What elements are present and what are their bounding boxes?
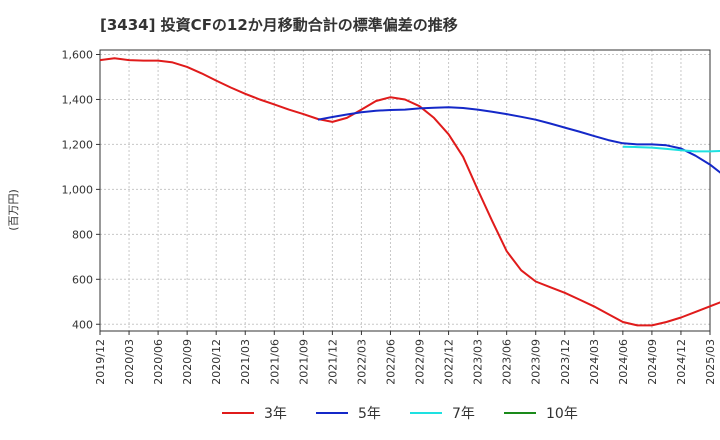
legend: 3年 5年 7年 10年	[222, 406, 578, 422]
series-lines	[99, 57, 720, 327]
y-tick-label: 1,000	[62, 183, 94, 196]
y-tick-label: 800	[72, 228, 93, 241]
x-tick-label: 2021/06	[268, 339, 281, 385]
x-tick-label: 2022/12	[443, 339, 456, 385]
x-tick-label: 2021/03	[239, 339, 252, 385]
grid-lines	[100, 50, 710, 331]
x-tick-label: 2020/12	[210, 339, 223, 385]
x-tick-label: 2024/12	[675, 339, 688, 385]
y-tick-label: 1,600	[62, 48, 94, 61]
x-tick-label: 2021/09	[297, 339, 310, 385]
legend-label: 5年	[358, 406, 381, 422]
series-line-1	[99, 57, 720, 327]
legend-label: 3年	[264, 406, 287, 422]
y-axis-ticks: 400 600 800 1,000 1,200 1,400 1,600	[62, 48, 100, 331]
legend-label: 10年	[546, 406, 578, 422]
x-tick-label: 2020/03	[123, 339, 136, 385]
y-tick-label: 600	[72, 273, 93, 286]
x-tick-label: 2019/12	[94, 339, 107, 385]
x-tick-label: 2021/12	[326, 339, 339, 385]
legend-label: 7年	[452, 406, 475, 422]
y-tick-label: 1,200	[62, 138, 94, 151]
x-tick-label: 2023/06	[501, 339, 514, 385]
x-tick-label: 2022/09	[414, 339, 427, 385]
x-tick-label: 2023/12	[559, 339, 572, 385]
chart-title: [3434] 投資CFの12か月移動合計の標準偏差の推移	[100, 16, 458, 34]
x-tick-label: 2022/06	[384, 339, 397, 385]
plot-frame	[99, 49, 711, 332]
y-tick-label: 1,400	[62, 93, 94, 106]
series-line-2	[317, 106, 720, 174]
x-tick-label: 2020/09	[181, 339, 194, 385]
y-tick-label: 400	[72, 318, 93, 331]
x-tick-label: 2023/09	[530, 339, 543, 385]
x-tick-label: 2022/03	[355, 339, 368, 385]
x-axis-ticks: 2019/12 2020/03 2020/06 2020/09 2020/12 2021/…	[94, 331, 717, 385]
x-tick-label: 2023/03	[472, 339, 485, 385]
series-line-3	[622, 145, 720, 153]
x-tick-label: 2024/09	[646, 339, 659, 385]
x-tick-label: 2020/06	[152, 339, 165, 385]
x-tick-label: 2025/03	[704, 339, 717, 385]
x-tick-label: 2024/03	[588, 339, 601, 385]
x-tick-label: 2024/06	[617, 339, 630, 385]
y-axis-label: (百万円)	[7, 189, 20, 231]
